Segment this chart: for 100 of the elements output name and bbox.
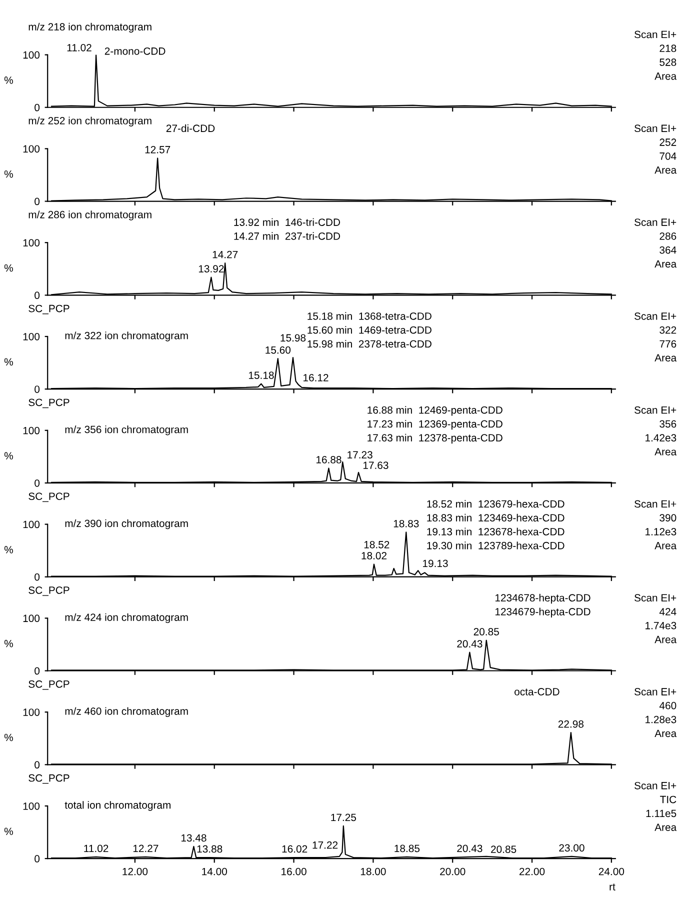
annotation: 19.13: [423, 560, 448, 568]
annotation: 23.00: [559, 844, 584, 852]
text: 14.27 min 237-tri-CDD: [234, 232, 340, 240]
annotation: 13.88: [197, 845, 222, 853]
text: 390: [660, 514, 676, 522]
annotation: 16.12: [304, 374, 328, 382]
text: Scan EI+: [634, 30, 676, 38]
chart-title: m/z 286 ion chromatogram: [28, 210, 152, 220]
annotation: 13.48: [181, 834, 206, 842]
y-axis-title: %: [4, 640, 13, 648]
annotation: 18.02: [362, 552, 386, 560]
x-tick-label: 22.00: [520, 868, 545, 876]
y-tick-label: 100: [23, 51, 40, 59]
y-tick-label: 0: [34, 386, 40, 393]
chart-subtitle: SC_PCP: [28, 586, 70, 596]
text: TIC: [660, 796, 676, 804]
y-tick-label: 100: [23, 332, 40, 340]
annotation: 2-mono-CDD: [104, 47, 166, 55]
annotation: 20.85: [474, 628, 499, 636]
text: Scan EI+: [634, 312, 676, 320]
text: 460: [659, 702, 676, 710]
y-tick-label: 100: [23, 614, 40, 622]
text: 18.83 min 123469-hexa-CDD: [427, 514, 564, 522]
text: Area: [654, 542, 677, 550]
text: 364: [660, 246, 676, 254]
annotation: 20.43: [457, 640, 482, 648]
y-tick-label: 0: [34, 104, 40, 112]
text: 1.12e3: [646, 528, 676, 536]
y-tick-label: 100: [23, 145, 40, 153]
y-axis-title: %: [4, 828, 13, 836]
x-axis-title: rt: [610, 884, 616, 890]
text: Area: [654, 260, 677, 268]
annotation: 15.60: [266, 346, 291, 354]
chart-subtitle: SC_PCP: [28, 492, 70, 502]
annotation: 11.02: [67, 44, 92, 52]
annotation: 15.98 min 2378-tetra-CDD: [308, 340, 432, 348]
annotation: 17.23: [348, 451, 372, 458]
text: 27-di-CDD: [166, 124, 215, 132]
y-axis-title: %: [4, 358, 13, 366]
y-tick-label: 100: [23, 802, 40, 810]
chart-title: m/z 218 ion chromatogram: [28, 22, 152, 33]
text: Area: [654, 636, 677, 644]
annotation: 22.98: [558, 720, 584, 728]
y-tick-label: 100: [23, 520, 40, 528]
annotation: 12.57: [145, 146, 170, 154]
text: 1.28e3: [646, 716, 676, 724]
text: 218: [660, 44, 676, 52]
annotation: 19.30 min 123789-hexa-CDD: [427, 542, 564, 550]
text: Scan EI+: [634, 124, 676, 132]
annotation: 18.83: [394, 520, 419, 528]
chart-subtitle: SC_PCP: [28, 774, 70, 784]
text: Area: [654, 448, 677, 456]
y-tick-label: 100: [23, 426, 40, 434]
text: Scan EI+: [634, 594, 676, 602]
text: 15.60 min 1469-tetra-CDD: [308, 326, 432, 334]
annotation: 20.43: [457, 844, 482, 852]
chart-title: m/z 424 ion chromatogram: [65, 613, 188, 624]
y-axis-title: %: [4, 452, 13, 460]
y-axis-title: %: [4, 546, 13, 554]
x-tick-label: 14.00: [202, 868, 227, 876]
y-tick-label: 0: [34, 855, 40, 862]
y-tick-label: 100: [23, 708, 40, 716]
text: 1234679-hepta-CDD: [495, 608, 590, 618]
y-axis-title: %: [4, 170, 13, 178]
annotation: 17.63 min 12378-penta-CDD: [368, 434, 502, 444]
chart-title: m/z 322 ion chromatogram: [65, 332, 188, 342]
annotation: 14.27: [212, 250, 238, 258]
text: 424: [659, 608, 676, 616]
annotation: 12.27: [133, 844, 158, 852]
y-axis-title: %: [4, 76, 13, 84]
chart-subtitle: SC_PCP: [28, 398, 70, 408]
y-axis-title: %: [4, 734, 13, 742]
text: 1234678-hepta-CDD: [495, 594, 590, 604]
text: Area: [654, 730, 677, 738]
text: 18.52 min 123679-hexa-CDD: [427, 500, 564, 508]
annotation: 19.13 min 123678-hexa-CDD: [427, 528, 564, 536]
text: Area: [654, 824, 677, 831]
y-tick-label: 0: [34, 667, 40, 675]
chart-title: m/z 356 ion chromatogram: [65, 426, 188, 436]
annotation: 16.88: [316, 456, 342, 464]
text: Scan EI+: [634, 688, 676, 696]
y-axis-title: %: [4, 264, 13, 272]
annotation: 17.22: [312, 841, 338, 849]
annotation: 18.52: [364, 540, 390, 548]
annotation: 16.02: [282, 845, 308, 853]
annotation: 18.85: [394, 844, 420, 852]
text: 356: [660, 420, 676, 428]
annotation: 13.92: [198, 265, 224, 272]
annotation: 15.98: [280, 334, 306, 342]
chart-title: m/z 460 ion chromatogram: [65, 707, 188, 717]
x-tick-label: 24.00: [598, 868, 624, 876]
text: Area: [654, 166, 677, 174]
text: 704: [660, 152, 676, 160]
text: 322: [660, 326, 676, 334]
text: 776: [660, 340, 676, 348]
annotation: 20.85: [491, 846, 516, 853]
text: Area: [654, 354, 677, 362]
text: Scan EI+: [634, 500, 676, 508]
chart-subtitle: SC_PCP: [28, 680, 70, 690]
x-tick-label: 12.00: [122, 868, 148, 876]
